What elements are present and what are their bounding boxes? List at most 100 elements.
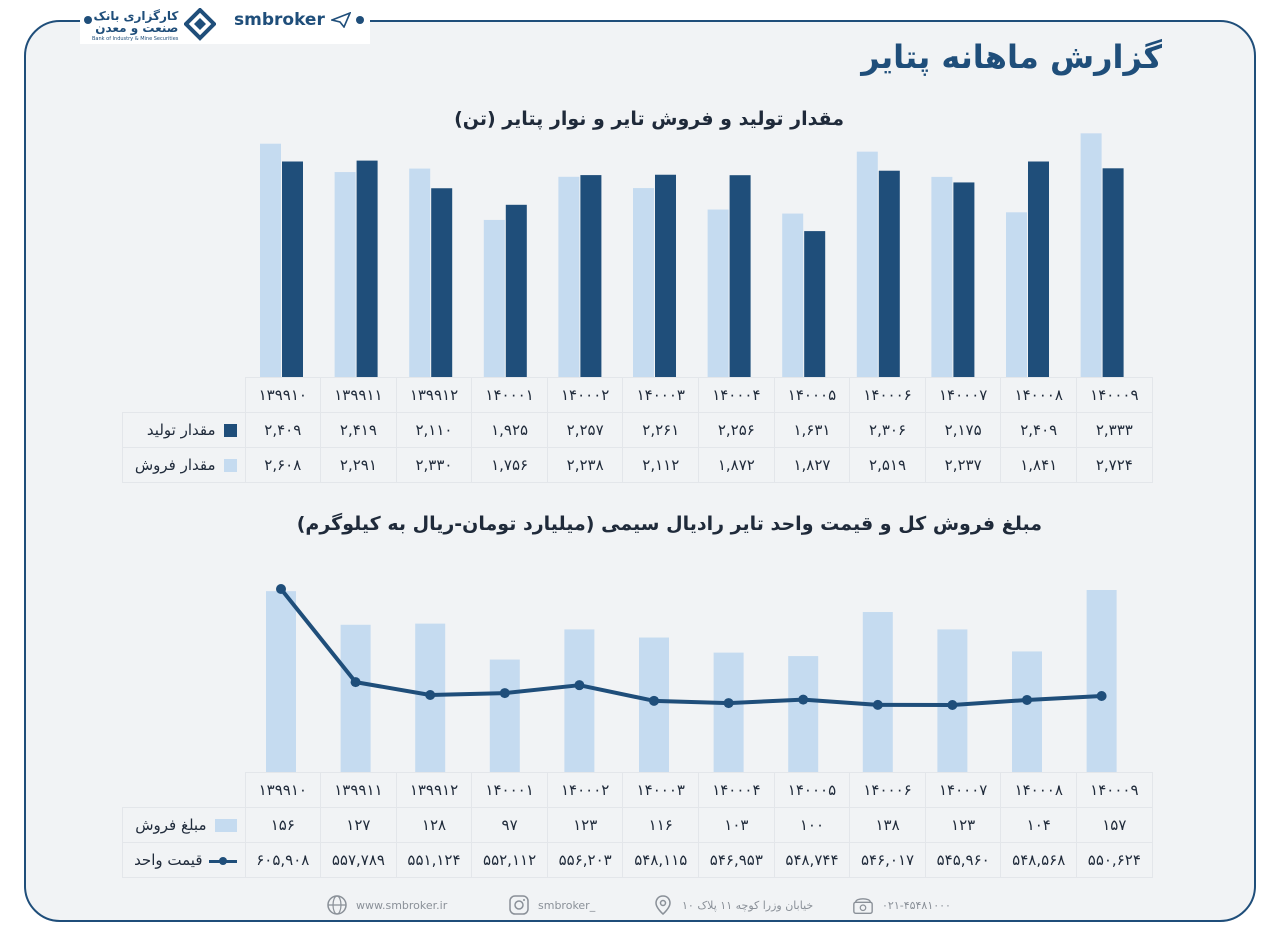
instagram-text: smbroker_: [538, 898, 596, 912]
chart2-value-label: ۱۲۷: [320, 807, 397, 843]
chart1-legend-entry: مقدار فروش: [122, 447, 246, 483]
chart1-value-label: ۱,۸۷۲: [698, 447, 775, 483]
chart1-category-label: ۱۳۹۹۱۱: [320, 377, 397, 413]
chart2-line-point: [350, 677, 361, 688]
chart2-category-label: ۱۴۰۰۰۶: [849, 772, 926, 808]
chart1-category-label: ۱۴۰۰۰۹: [1076, 377, 1153, 413]
chart1-bar-production: [878, 170, 900, 377]
brand-name: smbroker: [234, 10, 352, 30]
chart1-bar-production: [1028, 161, 1049, 377]
chart1-value-label: ۱,۹۲۵: [471, 412, 548, 448]
chart1-value-label: ۲,۲۳۷: [924, 447, 1002, 483]
chart1-bar-production: [356, 160, 378, 377]
footer-instagram[interactable]: smbroker_: [508, 890, 595, 920]
chart2-bar-sales-amount: [862, 612, 893, 772]
chart2-line-point: [798, 694, 809, 705]
chart1-value-label: ۲,۲۵۷: [546, 412, 624, 448]
chart1-category-label: ۱۴۰۰۰۴: [698, 377, 775, 413]
legend-swatch: [223, 459, 237, 472]
chart2-value-label: ۱۲۸: [395, 807, 473, 843]
chart2-legend-entry: مبلغ فروش: [122, 807, 246, 843]
chart1-bar-sales: [558, 176, 580, 377]
brand-text: smbroker: [234, 10, 325, 30]
chart1-value-label: ۱,۸۴۱: [1000, 447, 1078, 483]
page-title: گزارش ماهانه پتایر: [861, 38, 1162, 76]
chart2-bar-sales-amount: [266, 591, 296, 772]
chart1-bar-sales: [856, 151, 878, 377]
chart2-value-label: ۵۵۶,۲۰۳: [546, 842, 624, 878]
chart1-value-label: ۲,۷۲۴: [1076, 447, 1153, 483]
logo-english-text: Bank of Industry & Mine Securities: [92, 36, 179, 42]
chart2-category-label: ۱۴۰۰۰۴: [698, 772, 775, 808]
chart2-value-label: ۵۵۷,۷۸۹: [320, 842, 397, 878]
chart1-category-label: ۱۳۹۹۱۰: [244, 377, 322, 413]
header-bar: [80, 0, 370, 44]
chart2-bar-sales-amount: [489, 659, 520, 772]
chart2-bar-sales-amount: [713, 652, 744, 772]
paper-plane-icon: [329, 11, 352, 29]
chart2-value-label: ۵۴۵,۹۶۰: [924, 842, 1002, 878]
bank-logo-icon: [184, 8, 217, 41]
chart1-value-label: ۲,۶۰۸: [244, 447, 322, 483]
legend-swatch: [208, 855, 237, 867]
chart2-data-table: ۱۳۹۹۱۰ ۱۳۹۹۱۱ ۱۳۹۹۱۲ ۱۴۰۰۰۱ ۱۴۰۰۰۲ ۱۴۰۰۰۳ ۱۴۰۰…: [122, 772, 1153, 878]
phone-text: ۰۲۱-۴۵۴۸۱۰۰۰: [882, 898, 951, 912]
chart2-line-point: [1096, 690, 1107, 701]
footer-website[interactable]: www.smbroker.ir: [326, 890, 447, 920]
footer-phone[interactable]: ۰۲۱-۴۵۴۸۱۰۰۰: [852, 890, 951, 920]
instagram-icon: [508, 894, 530, 916]
chart2-category-label: ۱۴۰۰۰۵: [773, 772, 851, 808]
header-dot-left: [84, 16, 92, 24]
bank-logo: کارگزاری بانک صنعت و معدن Bank of Indust…: [92, 4, 228, 48]
chart2-category-label: ۱۴۰۰۰۳: [622, 772, 700, 808]
chart1-value-label: ۱,۷۵۶: [471, 447, 548, 483]
chart1-bar-production: [282, 161, 303, 377]
chart1-category-label: ۱۴۰۰۰۶: [849, 377, 926, 413]
chart2-bar-sales-amount: [564, 629, 595, 772]
chart1-bar-sales: [782, 213, 804, 377]
chart2-value-label: ۱۰۰: [773, 807, 851, 843]
chart2-line-point: [649, 695, 659, 706]
chart2-bar-sales-amount: [1012, 651, 1042, 772]
chart1-bar-sales: [931, 176, 953, 377]
chart1-category-label: ۱۴۰۰۰۱: [471, 377, 548, 413]
chart2-value-label: ۵۴۸,۷۴۴: [773, 842, 851, 878]
logo-main-text: کارگزاری بانک: [93, 9, 179, 23]
chart1-value-label: ۲,۳۳۳: [1076, 412, 1153, 448]
chart1-value-label: ۲,۱۱۰: [395, 412, 473, 448]
chart1-title: مقدار تولید و فروش تایر و نوار پتایر (تن…: [454, 108, 844, 130]
globe-icon: [326, 894, 348, 916]
chart1-value-label: ۲,۲۹۱: [320, 447, 397, 483]
phone-icon: [852, 894, 874, 916]
chart1-bar-production: [505, 204, 527, 377]
chart2-title: مبلغ فروش کل و قیمت واحد تایر رادیال سیم…: [296, 513, 1042, 535]
chart2-line-point: [425, 690, 436, 701]
chart2-value-label: ۱۳۸: [849, 807, 926, 843]
chart2-line-unit-price: [279, 587, 1102, 707]
chart2-category-label: ۱۴۰۰۰۸: [1000, 772, 1078, 808]
chart1-value-label: ۲,۲۳۸: [546, 447, 624, 483]
chart2-value-label: ۵۴۸,۱۱۵: [622, 842, 700, 878]
chart2-category-label: ۱۳۹۹۱۰: [244, 772, 322, 808]
header-dot-right: [356, 16, 364, 24]
chart2-value-label: ۵۵۱,۱۲۴: [395, 842, 473, 878]
chart2-line-point: [723, 698, 734, 709]
chart1-bar-sales: [633, 188, 654, 377]
logo-sub-text: صنعت و معدن: [95, 21, 179, 35]
chart2-value-label: ۱۵۷: [1076, 807, 1153, 843]
chart2-legend-entry: قیمت واحد: [122, 842, 246, 878]
chart2-line-point: [947, 700, 958, 710]
chart1-bar-sales: [1080, 133, 1102, 377]
chart2-value-label: ۵۴۶,۹۵۳: [698, 842, 775, 878]
chart2-category-label: ۱۳۹۹۱۱: [320, 772, 397, 808]
chart1-category-label: ۱۴۰۰۰۲: [546, 377, 624, 413]
chart2-line-point: [574, 680, 585, 691]
chart1-bar-sales: [260, 143, 281, 377]
chart1-data-table: ۱۳۹۹۱۰ ۱۳۹۹۱۱ ۱۳۹۹۱۲ ۱۴۰۰۰۱ ۱۴۰۰۰۲ ۱۴۰۰۰۳ ۱۴۰۰…: [122, 377, 1153, 483]
chart1-bar-sales: [483, 219, 505, 377]
chart2-category-label: ۱۴۰۰۰۷: [924, 772, 1002, 808]
chart1-value-label: ۲,۲۶۱: [622, 412, 700, 448]
legend-swatch: [223, 424, 237, 437]
chart2-value-label: ۹۷: [471, 807, 548, 843]
